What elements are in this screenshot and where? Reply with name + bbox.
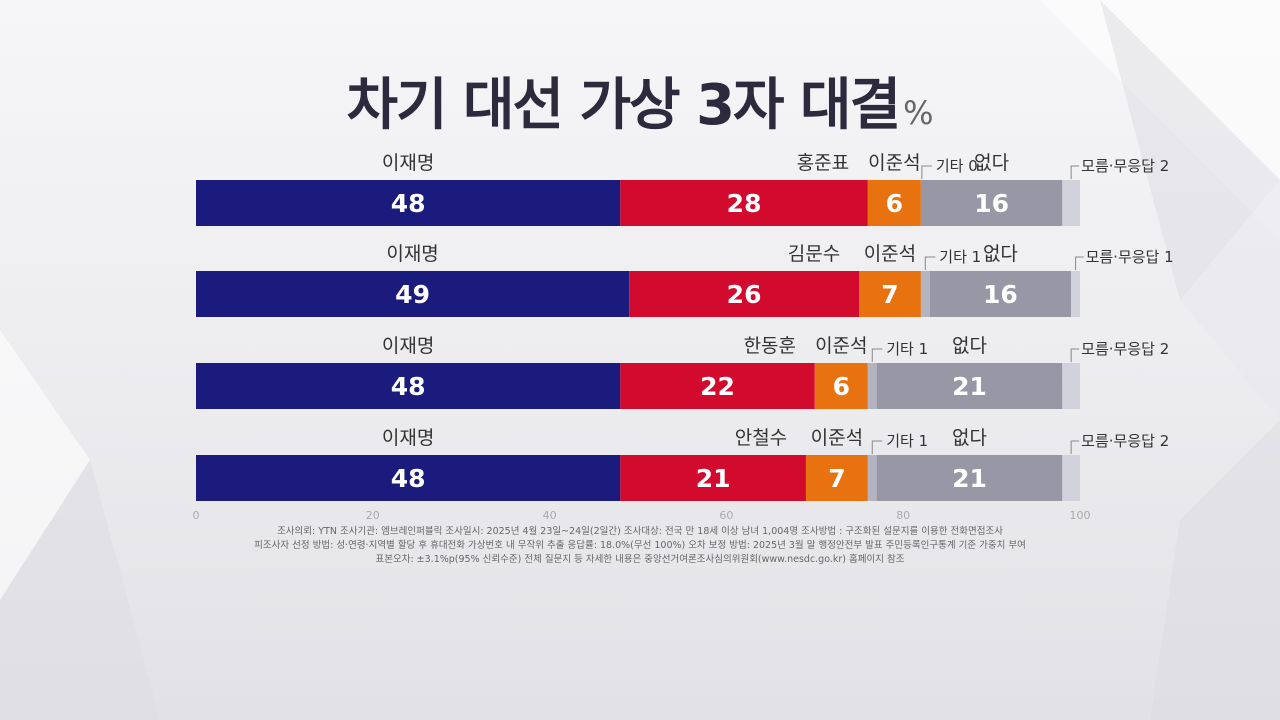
chart-title: 차기 대선 가상 3자 대결% — [0, 60, 1280, 141]
bar-value-label: 22 — [700, 372, 735, 401]
bar-value-label: 26 — [727, 280, 762, 309]
bar-segment-2-1 — [196, 271, 630, 317]
bar-segment-1-1 — [196, 180, 621, 226]
dontknow-label: 모름·무응답 2 — [1081, 157, 1169, 175]
bar-segment-4-4 — [867, 455, 877, 501]
bar-segment-4-2 — [620, 455, 806, 501]
candidate-label: 이재명 — [382, 427, 434, 449]
x-tick-label: 100 — [1070, 509, 1091, 522]
candidate-label: 한동훈 — [744, 335, 796, 357]
candidate-label: 이재명 — [382, 152, 434, 174]
dontknow-label: 모름·무응답 1 — [1086, 248, 1174, 266]
candidate-label: 이준석 — [868, 152, 920, 174]
other-label: 기타 1 — [886, 432, 928, 450]
other-leader-line — [871, 348, 883, 362]
bar-value-label: 16 — [983, 280, 1018, 309]
candidate-label: 안철수 — [735, 427, 787, 449]
bar-segment-3-4 — [867, 363, 877, 409]
bar-segment-1-3 — [867, 180, 921, 226]
x-tick-label: 40 — [543, 509, 557, 522]
none-label: 없다 — [983, 243, 1018, 265]
chart-unit: % — [903, 94, 934, 132]
bar-value-label: 28 — [727, 189, 762, 218]
bar-segment-4-1 — [196, 455, 621, 501]
other-label: 기타 1 — [886, 340, 928, 358]
other-label: 기타 1 — [939, 248, 981, 266]
candidate-label: 김문수 — [788, 243, 840, 265]
other-leader-line — [924, 256, 936, 270]
bar-segment-3-3 — [814, 363, 868, 409]
dontknow-label: 모름·무응답 2 — [1081, 340, 1169, 358]
bar-segment-2-5 — [929, 271, 1072, 317]
bar-segment-4-6 — [1062, 455, 1080, 501]
dontknow-leader-line — [1070, 165, 1080, 179]
other-leader-line — [871, 440, 883, 454]
none-label: 없다 — [952, 427, 987, 449]
candidate-label: 이재명 — [382, 335, 434, 357]
none-label: 없다 — [974, 152, 1009, 174]
survey-footnote: 조사의뢰: YTN 조사기관: 엠브레인퍼블릭 조사일시: 2025년 4월 2… — [0, 525, 1280, 567]
bar-segment-1-2 — [620, 180, 868, 226]
candidate-label: 홍준표 — [797, 152, 849, 174]
dontknow-leader-line — [1070, 440, 1080, 454]
bar-value-label: 16 — [974, 189, 1009, 218]
candidate-label: 이재명 — [386, 243, 438, 265]
x-tick-label: 60 — [719, 509, 733, 522]
bar-segment-1-6 — [1062, 180, 1080, 226]
dontknow-leader-line — [1070, 348, 1080, 362]
bar-segment-3-2 — [620, 363, 815, 409]
chart-title-text: 차기 대선 가상 3자 대결 — [346, 73, 901, 138]
bar-value-label: 21 — [696, 464, 731, 493]
bar-segment-2-6 — [1071, 271, 1080, 317]
bar-value-label: 21 — [952, 464, 987, 493]
candidate-label: 이준석 — [811, 427, 863, 449]
bar-value-label: 21 — [952, 372, 987, 401]
x-tick-label: 80 — [896, 509, 910, 522]
bar-segment-2-2 — [629, 271, 859, 317]
x-tick-label: 0 — [193, 509, 200, 522]
bar-value-label: 48 — [391, 372, 426, 401]
bar-segment-3-6 — [1062, 363, 1080, 409]
bar-value-label: 48 — [391, 189, 426, 218]
candidate-label: 이준석 — [815, 335, 867, 357]
bar-segment-1-5 — [920, 180, 1063, 226]
bar-value-label: 49 — [395, 280, 430, 309]
bar-value-label: 7 — [881, 280, 898, 309]
footnote-line-3: 표본오차: ±3.1%p(95% 신뢰수준) 전체 질문지 등 자세한 내용은 … — [375, 554, 905, 565]
footnote-line-1: 조사의뢰: YTN 조사기관: 엠브레인퍼블릭 조사일시: 2025년 4월 2… — [277, 526, 1003, 537]
candidate-label: 이준석 — [864, 243, 916, 265]
bar-segment-2-4 — [920, 271, 930, 317]
bar-value-label: 7 — [828, 464, 845, 493]
other-label: 기타 0 — [936, 157, 978, 175]
bar-segment-4-3 — [805, 455, 868, 501]
bar-segment-4-5 — [876, 455, 1063, 501]
other-leader-line — [921, 165, 932, 179]
none-label: 없다 — [952, 335, 987, 357]
footnote-line-2: 피조사자 선정 방법: 성·연령·지역별 할당 후 휴대전화 가상번호 내 무작… — [254, 540, 1026, 551]
bar-value-label: 6 — [833, 372, 850, 401]
bar-segment-2-3 — [859, 271, 921, 317]
dontknow-label: 모름·무응답 2 — [1081, 432, 1169, 450]
bar-value-label: 6 — [886, 189, 903, 218]
bar-segment-3-1 — [196, 363, 621, 409]
x-tick-label: 20 — [366, 509, 380, 522]
bar-value-label: 48 — [391, 464, 426, 493]
dontknow-leader-line — [1075, 256, 1084, 270]
bar-segment-3-5 — [876, 363, 1063, 409]
